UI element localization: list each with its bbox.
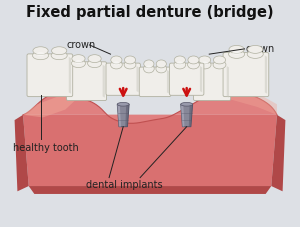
Ellipse shape (198, 60, 211, 69)
Polygon shape (220, 89, 277, 115)
Ellipse shape (75, 60, 82, 64)
Ellipse shape (156, 64, 166, 73)
Polygon shape (15, 115, 29, 191)
Ellipse shape (213, 60, 226, 69)
Ellipse shape (188, 60, 200, 69)
Ellipse shape (232, 51, 241, 55)
Ellipse shape (124, 56, 136, 64)
Ellipse shape (113, 61, 119, 65)
FancyBboxPatch shape (106, 63, 140, 95)
Ellipse shape (248, 45, 263, 53)
Ellipse shape (201, 61, 208, 65)
Text: Fixed partial denture (bridge): Fixed partial denture (bridge) (26, 5, 274, 20)
FancyBboxPatch shape (194, 63, 231, 101)
Text: crown: crown (246, 44, 275, 54)
Ellipse shape (177, 61, 183, 65)
Ellipse shape (174, 60, 186, 69)
Ellipse shape (229, 45, 244, 53)
Ellipse shape (33, 47, 48, 55)
Text: dental implants: dental implants (86, 180, 163, 190)
Polygon shape (117, 104, 121, 127)
Ellipse shape (51, 51, 67, 60)
Ellipse shape (88, 55, 101, 63)
Ellipse shape (229, 50, 244, 58)
FancyBboxPatch shape (27, 54, 73, 97)
Polygon shape (189, 104, 193, 127)
Ellipse shape (32, 51, 49, 60)
Ellipse shape (52, 47, 67, 55)
FancyBboxPatch shape (223, 53, 269, 97)
Polygon shape (23, 115, 277, 186)
Ellipse shape (72, 55, 85, 63)
Ellipse shape (36, 52, 45, 56)
Ellipse shape (156, 60, 167, 68)
Ellipse shape (188, 56, 199, 64)
Polygon shape (271, 115, 285, 191)
Ellipse shape (181, 102, 193, 106)
Ellipse shape (71, 59, 85, 68)
Ellipse shape (88, 59, 102, 68)
Ellipse shape (199, 56, 211, 64)
Polygon shape (227, 66, 229, 98)
Polygon shape (167, 70, 169, 94)
Polygon shape (23, 94, 80, 117)
Polygon shape (181, 104, 193, 127)
Polygon shape (200, 66, 202, 92)
Ellipse shape (213, 56, 226, 64)
Polygon shape (29, 186, 271, 194)
Ellipse shape (111, 56, 122, 64)
Ellipse shape (247, 50, 263, 58)
Polygon shape (265, 55, 267, 94)
Ellipse shape (174, 56, 185, 64)
Ellipse shape (146, 65, 152, 69)
Ellipse shape (110, 60, 122, 69)
Polygon shape (69, 57, 71, 94)
Polygon shape (23, 91, 277, 123)
Polygon shape (125, 104, 129, 127)
Text: crown: crown (67, 40, 96, 50)
Ellipse shape (117, 102, 129, 106)
Polygon shape (136, 66, 139, 92)
FancyBboxPatch shape (139, 67, 171, 97)
Ellipse shape (144, 60, 154, 68)
Text: healthy tooth: healthy tooth (13, 143, 79, 153)
Ellipse shape (143, 64, 154, 73)
Ellipse shape (124, 60, 136, 69)
FancyBboxPatch shape (169, 63, 204, 95)
FancyBboxPatch shape (67, 62, 106, 101)
Polygon shape (103, 65, 105, 98)
Polygon shape (181, 104, 184, 127)
Polygon shape (117, 104, 129, 127)
